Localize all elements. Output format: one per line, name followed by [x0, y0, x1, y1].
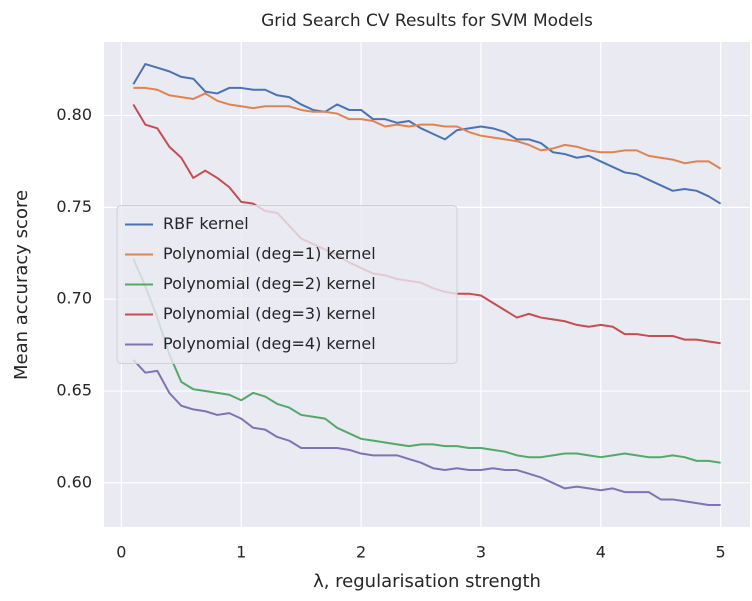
x-tick-label: 4 — [596, 543, 606, 562]
legend-label: Polynomial (deg=4) kernel — [163, 334, 376, 353]
legend: RBF kernel Polynomial (deg=1) kernel Polyn… — [116, 205, 458, 364]
x-tick-label: 3 — [476, 543, 486, 562]
y-tick-label: 0.60 — [56, 472, 92, 491]
x-tick-label: 5 — [716, 543, 726, 562]
y-tick-label: 0.80 — [56, 105, 92, 124]
legend-label: Polynomial (deg=1) kernel — [163, 244, 376, 263]
y-axis-label: Mean accuracy score — [11, 190, 32, 380]
series-line — [132, 63, 722, 205]
legend-label: RBF kernel — [163, 214, 249, 233]
series-line — [132, 359, 721, 506]
x-tick-label: 2 — [356, 543, 366, 562]
series-line — [133, 86, 722, 170]
legend-label: Polynomial (deg=3) kernel — [163, 304, 376, 323]
y-tick-label: 0.65 — [56, 381, 92, 400]
y-tick-label: 0.70 — [56, 289, 92, 308]
x-axis-label: λ, regularisation strength — [313, 571, 541, 592]
series-line — [132, 258, 721, 464]
legend-label: Polynomial (deg=2) kernel — [163, 274, 376, 293]
chart-title: Grid Search CV Results for SVM Models — [261, 11, 593, 31]
x-tick-label: 1 — [236, 543, 246, 562]
legend-box — [116, 205, 458, 364]
y-tick-label: 0.75 — [56, 197, 92, 216]
x-tick-label: 0 — [116, 543, 126, 562]
